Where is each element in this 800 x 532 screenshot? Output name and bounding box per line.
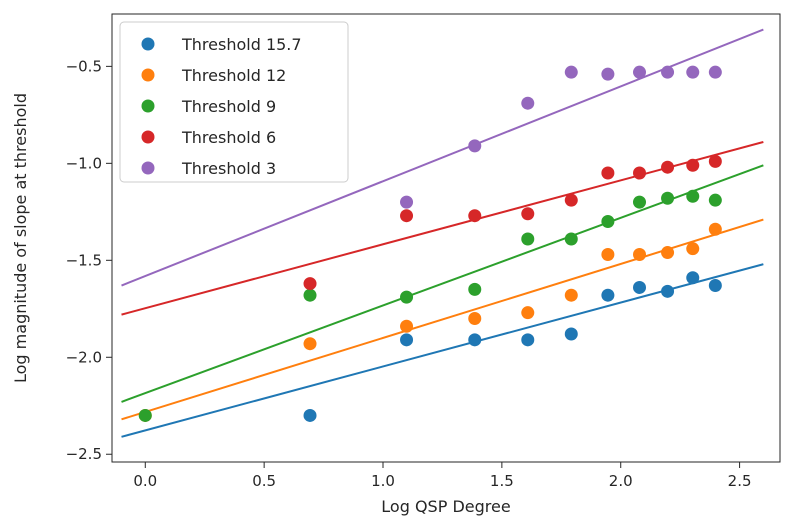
point-series-0-8 <box>686 271 700 285</box>
point-series-0-1 <box>400 333 414 347</box>
point-series-3-1 <box>400 209 414 223</box>
point-series-3-6 <box>633 166 647 180</box>
x-tick-label: 1.5 <box>490 472 514 490</box>
point-series-3-5 <box>601 166 615 180</box>
point-series-2-3 <box>468 282 482 296</box>
point-series-0-3 <box>521 333 535 347</box>
point-series-0-4 <box>564 327 578 341</box>
point-series-2-2 <box>400 290 414 304</box>
y-axis: −2.5 −2.0 −1.5 −1.0 −0.5 <box>66 57 112 463</box>
x-tick-label: 0.0 <box>133 472 157 490</box>
point-series-2-0 <box>138 408 152 422</box>
point-series-0-0 <box>303 408 317 422</box>
y-tick-label: −2.5 <box>66 445 102 463</box>
point-series-4-1 <box>468 139 482 153</box>
point-series-2-8 <box>661 191 675 205</box>
legend-label-4: Threshold 3 <box>181 159 276 178</box>
point-series-1-10 <box>708 222 722 236</box>
legend-marker-2 <box>141 99 155 113</box>
point-series-4-6 <box>661 65 675 79</box>
point-series-4-8 <box>708 65 722 79</box>
y-axis-label: Log magnitude of slope at threshold <box>11 93 30 383</box>
y-tick-label: −2.0 <box>66 348 102 366</box>
point-series-2-6 <box>601 215 615 229</box>
legend-marker-3 <box>141 130 155 144</box>
x-tick-label: 1.0 <box>371 472 395 490</box>
point-series-4-3 <box>564 65 578 79</box>
fit-line-series-1 <box>121 218 764 421</box>
point-series-1-2 <box>400 319 414 333</box>
legend-label-1: Threshold 12 <box>181 66 286 85</box>
point-series-0-6 <box>633 280 647 294</box>
point-series-2-10 <box>708 193 722 207</box>
point-series-4-7 <box>686 65 700 79</box>
legend-marker-1 <box>141 68 155 82</box>
point-series-3-2 <box>468 209 482 223</box>
fit-line-series-0 <box>121 263 764 438</box>
legend-marker-0 <box>141 37 155 51</box>
point-series-2-5 <box>564 232 578 246</box>
point-series-0-2 <box>468 333 482 347</box>
point-series-3-7 <box>661 160 675 174</box>
point-series-1-4 <box>521 306 535 320</box>
point-series-1-8 <box>661 246 675 260</box>
legend-label-0: Threshold 15.7 <box>181 35 302 54</box>
y-tick-label: −1.0 <box>66 154 102 172</box>
point-series-0-9 <box>708 279 722 293</box>
plot-frame <box>111 13 781 463</box>
point-series-1-1 <box>303 337 317 351</box>
point-series-1-6 <box>601 247 615 261</box>
legend-label-3: Threshold 6 <box>181 128 276 147</box>
point-series-1-7 <box>633 247 647 261</box>
fit-line-series-2 <box>121 164 764 403</box>
point-series-2-7 <box>633 195 647 209</box>
legend: Threshold 15.7 Threshold 12 Threshold 9 Thr… <box>119 21 349 183</box>
point-series-4-4 <box>601 67 615 81</box>
x-axis-label: Log QSP Degree <box>381 497 510 516</box>
point-series-3-3 <box>521 207 535 221</box>
point-series-1-9 <box>686 242 700 256</box>
fit-lines <box>121 28 764 438</box>
data-points <box>138 65 722 422</box>
x-tick-label: 0.5 <box>252 472 276 490</box>
fit-line-series-3 <box>121 141 764 316</box>
point-series-3-8 <box>686 158 700 172</box>
x-tick-label: 2.5 <box>728 472 752 490</box>
fit-line-series-4 <box>121 28 764 287</box>
point-series-1-5 <box>564 288 578 302</box>
point-series-2-4 <box>521 232 535 246</box>
legend-marker-4 <box>141 161 155 175</box>
legend-box <box>119 21 349 183</box>
point-series-4-5 <box>633 65 647 79</box>
legend-label-2: Threshold 9 <box>181 97 276 116</box>
point-series-2-9 <box>686 189 700 203</box>
point-series-0-5 <box>601 288 615 302</box>
x-axis: 0.0 0.5 1.0 1.5 2.0 2.5 <box>133 462 752 490</box>
x-tick-label: 2.0 <box>609 472 633 490</box>
y-tick-label: −0.5 <box>66 57 102 75</box>
point-series-4-2 <box>521 96 535 110</box>
point-series-4-0 <box>400 195 414 209</box>
point-series-2-1 <box>303 288 317 302</box>
point-series-1-3 <box>468 311 482 325</box>
y-tick-label: −1.5 <box>66 251 102 269</box>
point-series-3-9 <box>708 154 722 168</box>
point-series-3-0 <box>303 277 317 291</box>
point-series-3-4 <box>564 193 578 207</box>
point-series-0-7 <box>661 284 675 298</box>
